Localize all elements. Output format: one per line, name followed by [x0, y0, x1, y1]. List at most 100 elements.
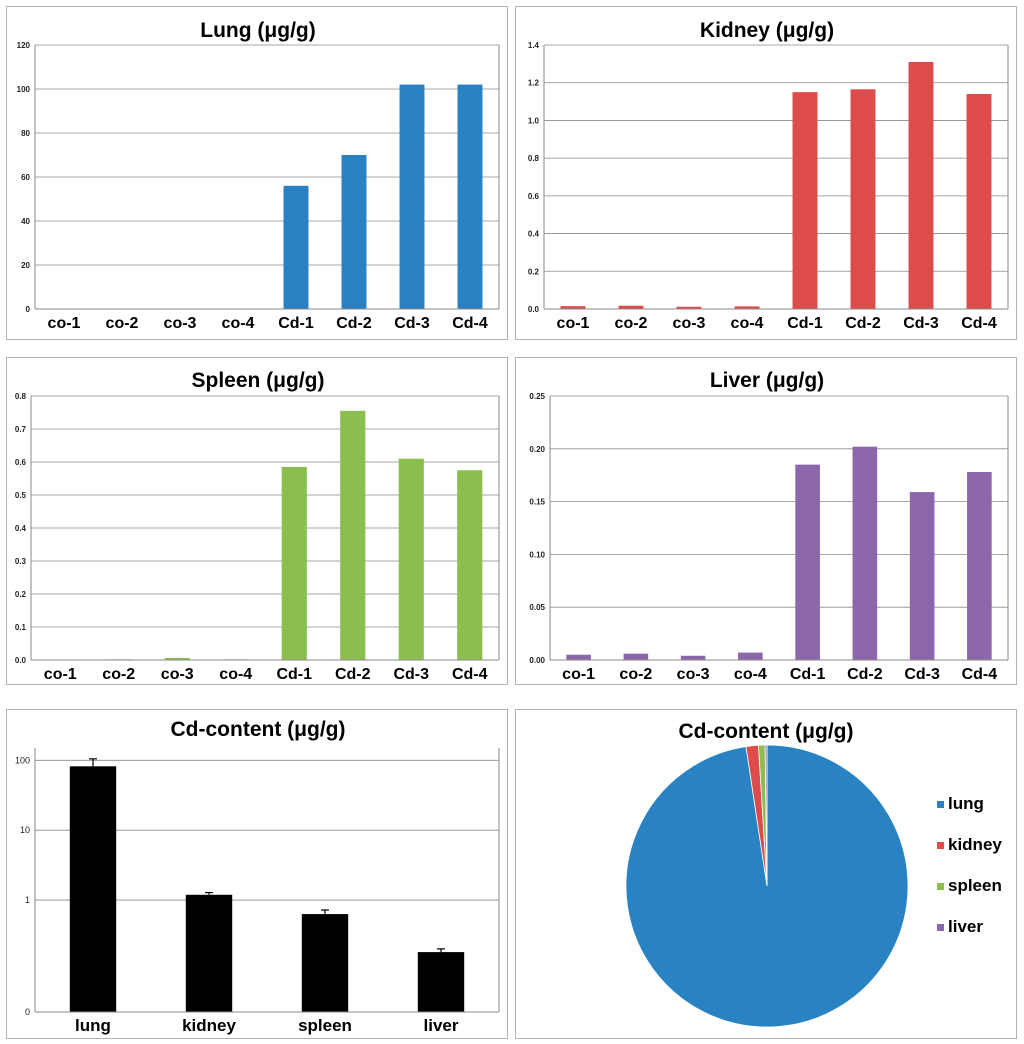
x-tick-label: co-4	[222, 315, 255, 332]
bar-kidney	[185, 894, 233, 1012]
bar-Cd-3	[399, 84, 425, 309]
x-tick-label: co-1	[48, 315, 81, 332]
x-tick-label: Cd-1	[276, 666, 312, 683]
bar-Cd-3	[908, 61, 934, 309]
x-tick-label: co-4	[731, 315, 764, 332]
y-tick-label: 60	[21, 173, 30, 182]
y-tick-label: 100	[17, 85, 31, 94]
bar-Cd-2	[852, 446, 878, 660]
chart-title: Cd-content (μg/g)	[171, 718, 346, 741]
y-tick-label: 0.20	[529, 445, 545, 454]
y-tick-label: 0.5	[15, 491, 27, 500]
kidney-chart-panel: Kidney (μg/g) 0.0 0.2 0.4 0.6 0.8 1.0 1.2 1.4 co-…	[515, 6, 1017, 340]
chart-title: Lung (μg/g)	[200, 19, 315, 42]
x-tick-label: Cd-4	[961, 315, 997, 332]
y-tick-label: 0.4	[15, 524, 27, 533]
x-tick-label: co-4	[219, 666, 252, 683]
y-tick-label: 0.25	[529, 392, 545, 401]
bar-Cd-2	[341, 155, 367, 309]
legend-swatch-spleen	[937, 883, 944, 890]
x-tick-label: Cd-3	[904, 666, 940, 683]
y-tick-label: 0.3	[15, 557, 27, 566]
legend-swatch-kidney	[937, 842, 944, 849]
x-tick-label: co-2	[615, 315, 648, 332]
y-tick-label: 0	[25, 1007, 30, 1017]
bar-Cd-3	[909, 492, 935, 660]
x-tick-label: Cd-4	[452, 666, 488, 683]
x-tick-label: Cd-4	[962, 666, 998, 683]
bar-Cd-4	[967, 472, 992, 660]
x-tick-label: kidney	[182, 1016, 236, 1035]
x-tick-label: Cd-1	[790, 666, 826, 683]
chart-title: Spleen (μg/g)	[191, 369, 324, 392]
x-tick-label: Cd-2	[336, 315, 372, 332]
cd-content-bar-chart: Cd-content (μg/g) 0 1 10 100 lung kidney spleen…	[15, 718, 500, 1035]
y-tick-label: 0.1	[15, 623, 27, 632]
y-tick-label: 10	[20, 825, 30, 835]
chart-title: Liver (μg/g)	[710, 369, 824, 392]
bar-Cd-2	[340, 410, 366, 660]
bar-Cd-4	[457, 470, 483, 660]
bar-Cd-4	[966, 94, 992, 310]
bar-co-4	[738, 652, 763, 660]
pie-slice-liver	[764, 744, 768, 887]
legend-label-liver: liver	[948, 917, 983, 936]
x-tick-label: co-1	[44, 666, 77, 683]
y-tick-label: 1.2	[528, 79, 540, 88]
x-tick-label: Cd-4	[452, 315, 488, 332]
y-tick-label: 0.10	[529, 550, 545, 559]
y-tick-label: 0.7	[15, 425, 27, 434]
legend-label-kidney: kidney	[948, 835, 1002, 854]
x-tick-label: Cd-3	[903, 315, 939, 332]
x-tick-label: co-4	[734, 666, 767, 683]
y-tick-label: 0.05	[529, 603, 545, 612]
bar-Cd-3	[398, 458, 424, 660]
x-tick-label: co-1	[562, 666, 595, 683]
y-tick-label: 0.6	[15, 458, 27, 467]
bar-Cd-1	[283, 185, 309, 309]
x-tick-label: Cd-2	[335, 666, 371, 683]
y-tick-label: 0.8	[15, 392, 27, 401]
x-tick-label: co-2	[619, 666, 652, 683]
bar-lung	[69, 766, 117, 1012]
x-tick-label: liver	[424, 1016, 459, 1035]
legend-label-spleen: spleen	[948, 876, 1002, 895]
bar-co-3	[680, 655, 706, 660]
y-tick-label: 0	[26, 305, 31, 314]
x-tick-label: Cd-3	[394, 315, 430, 332]
liver-chart-panel: Liver (μg/g) 0.00 0.05 0.10 0.15 0.20 0.25 co-1…	[515, 357, 1017, 685]
y-tick-label: 0.0	[528, 305, 540, 314]
x-tick-label: Cd-1	[278, 315, 314, 332]
spleen-chart: Spleen (μg/g) 0.0 0.1 0.2 0.3 0.4 0.5 0.6 0.7 0.8…	[15, 369, 500, 683]
y-tick-label: 0.6	[528, 192, 540, 201]
y-tick-label: 0.15	[529, 498, 545, 507]
y-tick-label: 0.2	[528, 267, 540, 276]
x-tick-label: co-2	[102, 666, 135, 683]
spleen-chart-panel: Spleen (μg/g) 0.0 0.1 0.2 0.3 0.4 0.5 0.6 0.7 0.8…	[6, 357, 508, 685]
kidney-chart: Kidney (μg/g) 0.0 0.2 0.4 0.6 0.8 1.0 1.2 1.4 co-…	[528, 19, 1009, 332]
x-tick-label: lung	[75, 1016, 111, 1035]
y-tick-label: 0.2	[15, 590, 27, 599]
bar-Cd-4	[457, 84, 483, 309]
x-tick-label: co-3	[161, 666, 194, 683]
bar-co-1	[566, 654, 591, 660]
y-tick-label: 1.4	[528, 41, 540, 50]
legend-label-lung: lung	[948, 794, 984, 813]
y-tick-label: 40	[21, 217, 30, 226]
y-tick-label: 0.8	[528, 154, 540, 163]
lung-chart: Lung (μg/g) 0 20 40 60 80 100 120 co-1 co-2 co-3 co…	[17, 19, 500, 332]
y-tick-label: 0.0	[15, 656, 27, 665]
x-tick-label: Cd-3	[393, 666, 429, 683]
y-tick-label: 0.4	[528, 230, 540, 239]
lung-chart-panel: Lung (μg/g) 0 20 40 60 80 100 120 co-1 co-2 co-3 co…	[6, 6, 508, 340]
x-tick-label: spleen	[298, 1016, 352, 1035]
bar-liver	[417, 952, 465, 1012]
y-tick-label: 80	[21, 129, 30, 138]
cd-content-pie-chart: Cd-content (μg/g) lung kidney spleen liver	[625, 720, 1002, 1028]
y-tick-label: 1.0	[528, 116, 540, 125]
bar-co-3	[676, 306, 702, 309]
x-tick-label: co-3	[164, 315, 197, 332]
bar-co-1	[560, 306, 586, 309]
y-tick-label: 20	[21, 261, 30, 270]
chart-title: Kidney (μg/g)	[700, 19, 834, 42]
